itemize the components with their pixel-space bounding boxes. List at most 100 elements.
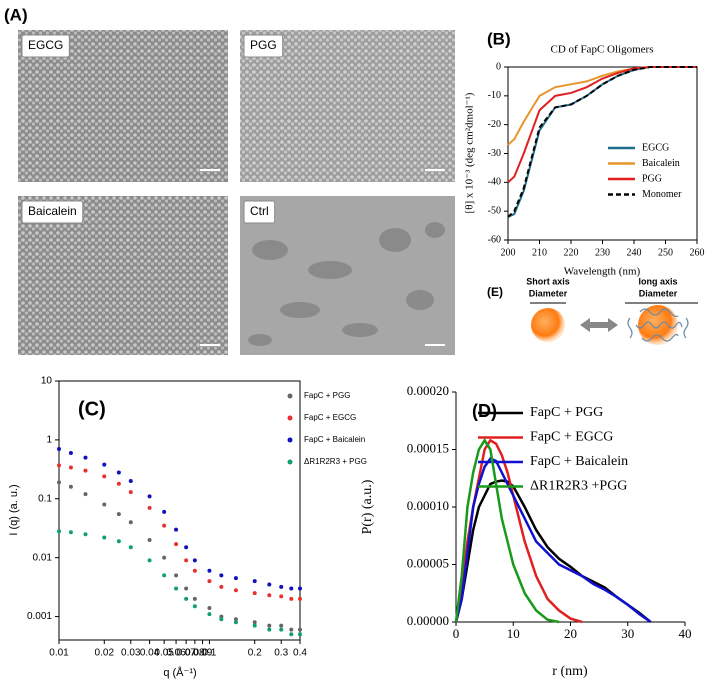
diagram-text: Diameter xyxy=(639,288,678,298)
data-point xyxy=(252,623,257,628)
data-point xyxy=(57,480,61,485)
data-point xyxy=(267,593,272,598)
diagram-text: Diameter xyxy=(529,288,568,298)
data-point xyxy=(298,627,302,632)
x-tick-label: 0.4 xyxy=(293,648,307,659)
panel-label: (E) xyxy=(487,285,503,299)
data-point xyxy=(116,470,121,475)
data-point xyxy=(279,584,284,589)
data-point xyxy=(57,463,61,468)
series-line xyxy=(507,66,697,218)
legend-label: Monomer xyxy=(642,189,682,200)
chart-title: CD of FapC Oligomers xyxy=(551,44,654,56)
data-point xyxy=(174,527,179,532)
y-tick-label: -30 xyxy=(488,148,501,159)
data-point xyxy=(174,573,179,578)
y-tick-label: 0.01 xyxy=(33,552,53,563)
legend-label: FapC + Baicalein xyxy=(304,435,365,444)
data-point xyxy=(162,523,167,528)
diagram-text: long axis xyxy=(638,276,677,286)
series-line xyxy=(454,479,652,623)
data-point xyxy=(279,627,284,632)
legend-label: FapC + PGG xyxy=(304,391,350,400)
data-point xyxy=(219,617,224,622)
data-point xyxy=(147,505,152,510)
data-point xyxy=(279,623,284,628)
x-tick-label: 230 xyxy=(595,247,610,258)
data-point xyxy=(83,468,88,473)
series-line xyxy=(454,457,652,624)
y-tick-label: 0.00010 xyxy=(407,498,449,513)
data-point xyxy=(219,584,224,589)
x-tick-label: 0.01 xyxy=(49,648,69,659)
diagram xyxy=(530,302,698,345)
x-axis-label: r (nm) xyxy=(552,664,588,679)
y-tick-label: -50 xyxy=(488,205,501,216)
data-point xyxy=(116,481,121,486)
data-point xyxy=(57,529,61,534)
data-point xyxy=(233,620,238,625)
x-tick-label: 0 xyxy=(453,626,460,641)
image-label: Baicalein xyxy=(28,204,77,218)
data-point xyxy=(57,447,61,452)
data-point xyxy=(233,576,238,581)
x-tick-label: 250 xyxy=(658,247,673,258)
x-tick-label: 10 xyxy=(507,626,520,641)
panel-label: (C) xyxy=(78,398,106,420)
legend-label: EGCG xyxy=(642,142,669,153)
x-tick-label: 0.3 xyxy=(274,648,288,659)
data-point xyxy=(128,520,133,525)
data-point xyxy=(102,474,107,479)
y-tick-label: 0.00015 xyxy=(407,440,449,455)
x-tick-label: 0.06 xyxy=(166,648,186,659)
data-point xyxy=(279,594,284,599)
data-point xyxy=(298,596,302,601)
x-tick-label: 210 xyxy=(532,247,547,258)
data-point xyxy=(116,539,121,544)
x-tick-label: 200 xyxy=(501,247,516,258)
data-point xyxy=(184,545,189,550)
panel-label: (B) xyxy=(487,29,511,48)
data-point xyxy=(102,502,107,507)
data-point xyxy=(233,617,238,622)
data-point xyxy=(267,582,272,587)
data-point xyxy=(267,623,272,628)
legend-label: PGG xyxy=(642,173,662,184)
data-point xyxy=(184,558,189,563)
y-tick-label: -40 xyxy=(488,177,501,188)
diagram-text: Short axis xyxy=(526,276,570,286)
data-point xyxy=(252,620,257,625)
y-tick-label: 1 xyxy=(46,435,52,446)
data-point xyxy=(207,568,212,573)
x-axis-label: Wavelength (nm) xyxy=(564,266,641,278)
data-point xyxy=(162,509,167,514)
data-point xyxy=(162,573,167,578)
label-box xyxy=(243,200,276,224)
plot-frame xyxy=(58,380,301,641)
x-tick-label: 0.03 xyxy=(121,648,141,659)
data-point xyxy=(83,532,88,537)
chains xyxy=(627,308,689,342)
data-point xyxy=(68,530,73,535)
y-tick-label: -20 xyxy=(488,119,501,130)
data-point xyxy=(252,591,257,596)
data-point xyxy=(102,462,107,467)
double-arrow xyxy=(580,318,618,332)
data-point xyxy=(207,612,212,617)
data-point xyxy=(68,484,73,489)
label-box xyxy=(243,34,284,58)
data-point xyxy=(233,588,238,593)
panel-label: (A) xyxy=(4,5,28,24)
legend-label: FapC + EGCG xyxy=(530,430,613,445)
x-tick-label: 30 xyxy=(621,626,634,641)
sphere xyxy=(638,305,678,345)
label-box xyxy=(21,200,84,224)
legend-label: FapC + EGCG xyxy=(304,413,356,422)
x-tick-label: 0.1 xyxy=(202,648,216,659)
data-point xyxy=(207,605,212,610)
y-tick-label: 0.1 xyxy=(38,493,52,504)
data-point xyxy=(298,632,302,637)
data-point xyxy=(219,573,224,578)
legend-swatch xyxy=(287,437,293,443)
